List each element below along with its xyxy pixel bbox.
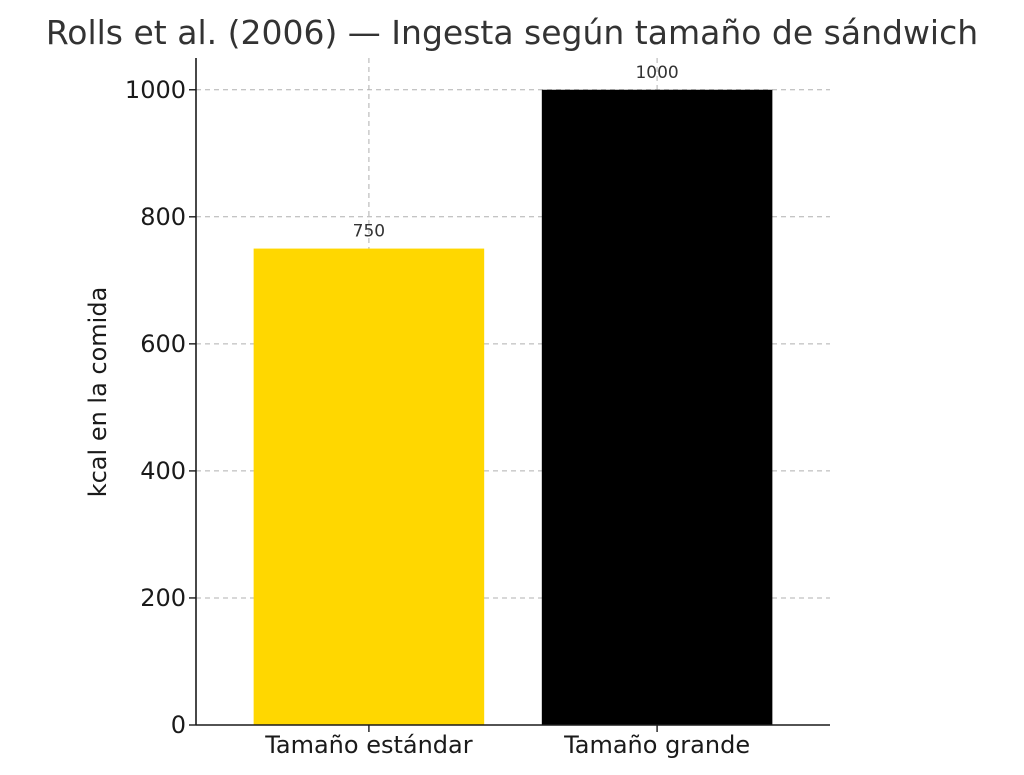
y-tick-label: 800 bbox=[140, 203, 186, 231]
y-axis-label: kcal en la comida bbox=[84, 287, 112, 498]
bar-value-label: 750 bbox=[353, 222, 385, 242]
y-tick-label: 600 bbox=[140, 330, 186, 358]
y-tick-label: 1000 bbox=[125, 76, 186, 104]
chart-title: Rolls et al. (2006) — Ingesta según tama… bbox=[46, 13, 978, 52]
y-tick-label: 400 bbox=[140, 457, 186, 485]
y-tick-label: 200 bbox=[140, 584, 186, 612]
x-tick-label: Tamaño grande bbox=[563, 731, 750, 759]
bar bbox=[541, 89, 773, 725]
y-tick-label: 0 bbox=[171, 711, 186, 739]
bar bbox=[253, 248, 485, 726]
bars bbox=[253, 89, 773, 726]
x-tick-label: Tamaño estándar bbox=[264, 731, 473, 759]
bar-value-label: 1000 bbox=[635, 63, 678, 83]
tick-labels: 750 1000 0 200 400 600 800 1000 Tamaño estándar T… bbox=[125, 63, 750, 759]
axes bbox=[189, 58, 830, 732]
